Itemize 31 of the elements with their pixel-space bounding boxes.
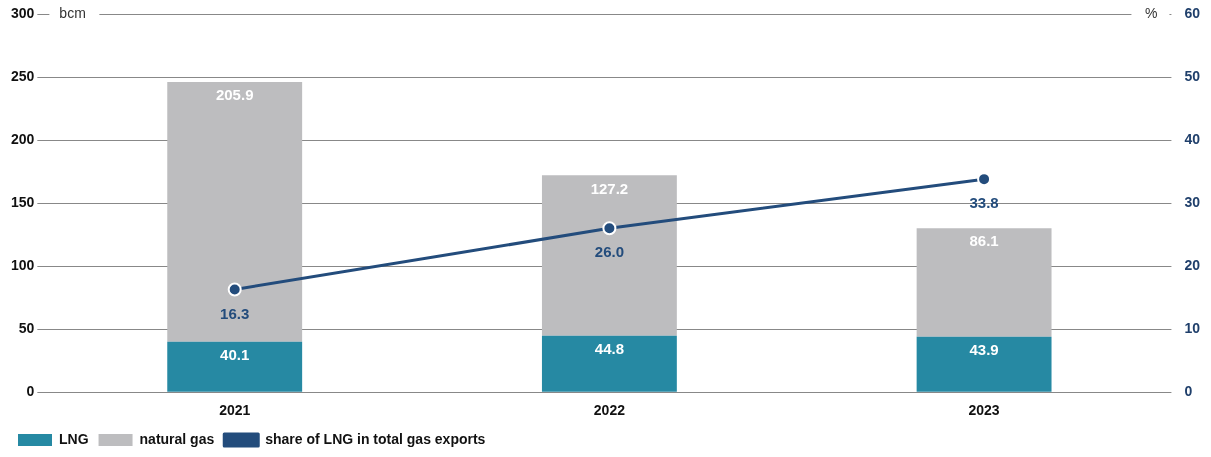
y-tick-label: 200 [11,130,35,147]
y2-tick-label: 40 [1184,130,1201,147]
y2-tick-label: 0 [1184,383,1193,400]
y2-tick-label: 10 [1184,320,1201,337]
data-label: 43.9 [969,341,999,358]
x-tick-label: 2021 [219,402,251,419]
y-tick-label: 150 [11,193,35,210]
y-axis-title: bcm [59,4,86,21]
legend-label: natural gas [139,430,215,447]
y2-tick-label: 20 [1184,256,1201,273]
y-tick-label: 250 [11,67,35,84]
legend-label: share of LNG in total gas exports [265,430,486,447]
data-label: 26.0 [594,243,624,261]
y2-tick-label: 30 [1184,193,1201,210]
data-label: 33.8 [969,194,999,212]
data-label: 86.1 [969,232,999,250]
y-tick-label: 0 [26,383,35,400]
x-tick-label: 2022 [593,402,626,419]
y2-tick-label: 50 [1184,67,1201,84]
data-label: 205.9 [215,86,254,104]
data-label: 44.8 [594,339,624,357]
y2-axis-title: % [1144,4,1158,21]
data-label: 127.2 [590,179,629,197]
y-tick-label: 50 [18,320,35,337]
x-tick-label: 2023 [968,402,1000,419]
y-tick-label: 300 [11,4,35,21]
legend-label: LNG [59,430,89,447]
data-label: 40.1 [220,345,250,363]
y-tick-label: 100 [11,256,35,273]
data-label: 16.3 [220,304,250,322]
y2-tick-label: 60 [1184,4,1201,21]
